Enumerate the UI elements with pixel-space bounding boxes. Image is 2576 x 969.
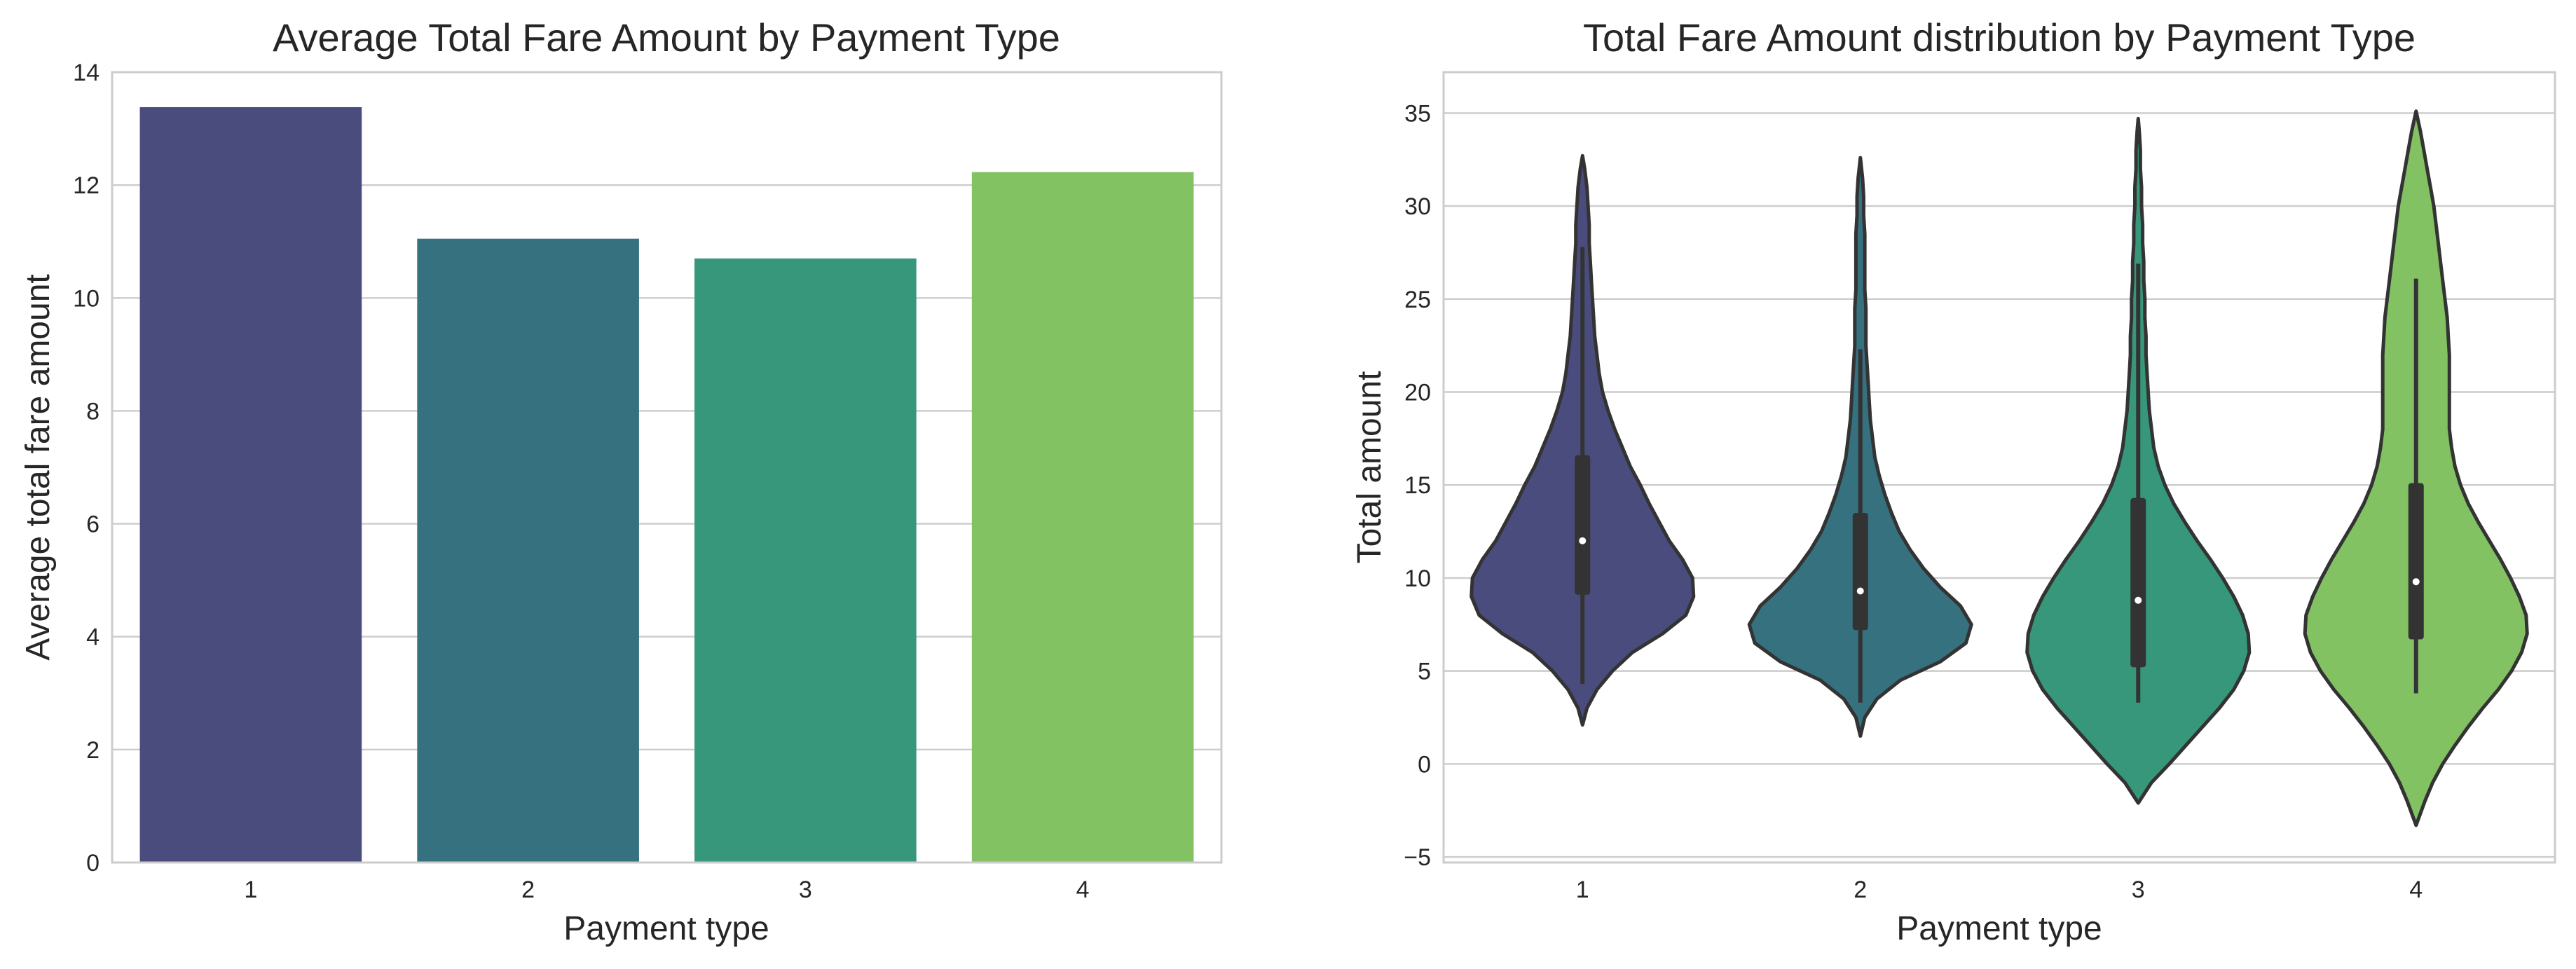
violin-chart-x-tick-label: 3	[2132, 877, 2145, 903]
violin-chart-y-tick-label: 5	[1418, 659, 1431, 685]
violin-chart-y-tick-label: 15	[1404, 472, 1431, 499]
violin-chart-x-tick-label: 2	[1854, 877, 1867, 903]
violin-2	[1747, 156, 1973, 738]
bar-chart-x-axis-label: Payment type	[563, 910, 769, 947]
bar-chart-y-tick-label: 10	[73, 285, 100, 312]
violin-chart-y-tick-label: 25	[1404, 287, 1431, 313]
violin-iqr-box-4	[2408, 483, 2424, 640]
bar-chart-y-tick-label: 6	[86, 511, 100, 538]
violin-4	[2303, 109, 2529, 827]
violin-iqr-box-3	[2130, 497, 2146, 668]
violin-chart-frame	[1442, 71, 2556, 864]
bar-chart-x-tick-label: 4	[1076, 877, 1090, 903]
violin-chart-y-tick-label: 30	[1404, 193, 1431, 220]
violin-chart: Total Fare Amount distribution by Paymen…	[1351, 15, 2556, 947]
violin-chart-x-ticks: 1 2 3 4	[1576, 877, 2423, 903]
bar-chart-y-tick-label: 14	[73, 60, 100, 86]
violin-chart-x-axis-label: Payment type	[1896, 910, 2102, 947]
bar-chart-y-tick-label: 2	[86, 737, 100, 764]
bar-chart: Average Total Fare Amount by Payment Typ…	[20, 15, 1223, 947]
violin-chart-x-tick-label: 4	[2409, 877, 2423, 903]
bar-chart-y-axis-label: Average total fare amount	[20, 274, 57, 660]
violin-chart-title: Total Fare Amount distribution by Paymen…	[1583, 15, 2416, 60]
violin-median-dot-3	[2135, 596, 2142, 604]
bar-chart-frame	[111, 71, 1223, 864]
violin-median-dot-1	[1579, 537, 1587, 544]
bar-chart-y-tick-label: 8	[86, 398, 100, 425]
violin-chart-y-tick-label: 20	[1404, 380, 1431, 406]
bar-4	[971, 172, 1194, 863]
violin-chart-y-axis-label: Total amount	[1351, 371, 1388, 564]
violin-1	[1469, 153, 1696, 727]
violin-median-dot-4	[2412, 578, 2420, 586]
bar-chart-x-ticks: 1 2 3 4	[244, 877, 1089, 903]
bar-chart-y-tick-label: 12	[73, 172, 100, 199]
bar-chart-x-tick-label: 1	[244, 877, 257, 903]
violin-chart-y-tick-label: 0	[1418, 751, 1431, 778]
violin-chart-y-tick-label: 35	[1404, 100, 1431, 127]
violin-median-dot-2	[1856, 587, 1864, 595]
bar-chart-y-tick-label: 0	[86, 850, 100, 877]
violin-chart-y-ticks: −5 0 5 10 15 20 25 30 35	[1404, 100, 1431, 871]
violin-chart-violins	[1469, 109, 2529, 827]
violin-iqr-box-1	[1575, 455, 1591, 595]
bar-chart-title: Average Total Fare Amount by Payment Typ…	[273, 15, 1060, 60]
violin-chart-x-tick-label: 1	[1576, 877, 1589, 903]
violin-chart-y-tick-label: −5	[1404, 844, 1431, 871]
violin-3	[2025, 116, 2252, 805]
bar-1	[139, 106, 362, 863]
bar-3	[694, 258, 917, 863]
violin-iqr-box-2	[1852, 513, 1868, 631]
bar-chart-x-tick-label: 2	[521, 877, 535, 903]
violin-chart-y-tick-label: 10	[1404, 565, 1431, 592]
bar-chart-x-tick-label: 3	[799, 877, 812, 903]
bar-chart-y-ticks: 0 2 4 6 8 10 12 14	[73, 60, 100, 877]
bar-2	[417, 238, 639, 863]
bar-chart-bars	[139, 106, 1194, 863]
bar-chart-y-tick-label: 4	[86, 624, 100, 651]
